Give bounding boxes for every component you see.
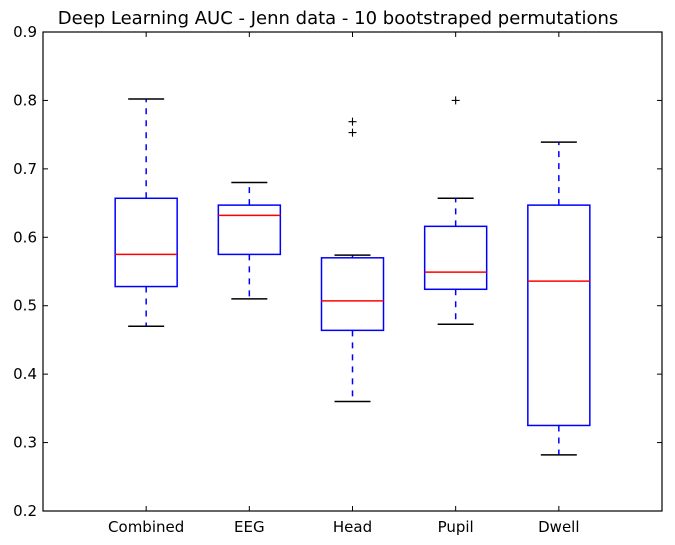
- y-tick-label: 0.7: [13, 160, 37, 178]
- x-tick-label: Combined: [108, 518, 184, 536]
- y-tick-label: 0.4: [13, 365, 37, 383]
- box-iqr: [320, 257, 385, 332]
- x-tick-label: Pupil: [438, 518, 474, 536]
- box-iqr: [217, 204, 282, 256]
- box-iqr: [423, 225, 488, 291]
- plot-area: 0.2 0.3 0.4 0.5 0.6 0.7 0.8 0.9 Combined EEG Head P…: [13, 23, 663, 536]
- box-iqr: [527, 204, 591, 427]
- box-iqr: [114, 197, 178, 288]
- y-tick-label: 0.2: [13, 502, 37, 520]
- y-tick-label: 0.8: [13, 91, 37, 109]
- x-tick-label: Dwell: [538, 518, 579, 536]
- y-tick-label: 0.6: [13, 228, 37, 246]
- outlier-point: [451, 96, 460, 105]
- y-tick-label: 0.3: [13, 434, 37, 452]
- outlier-point: [348, 128, 357, 137]
- x-tick-label: Head: [333, 518, 372, 536]
- axes-frame: [42, 31, 663, 512]
- y-tick-label: 0.5: [13, 297, 37, 315]
- chart-title: Deep Learning AUC - Jenn data - 10 boots…: [58, 8, 619, 29]
- x-tick-label: EEG: [234, 518, 265, 536]
- y-tick-label: 0.9: [13, 23, 37, 41]
- outlier-point: [348, 117, 357, 126]
